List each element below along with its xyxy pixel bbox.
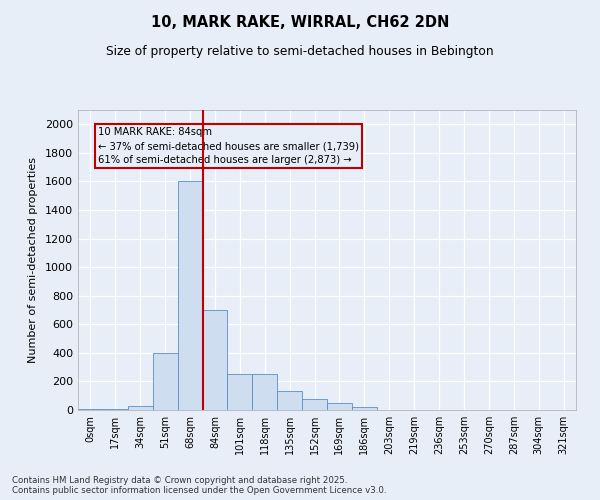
Bar	[103, 408, 128, 410]
Bar	[203, 310, 227, 410]
Bar	[128, 406, 153, 410]
Bar	[153, 353, 178, 410]
Text: Contains HM Land Registry data © Crown copyright and database right 2025.
Contai: Contains HM Land Registry data © Crown c…	[12, 476, 386, 495]
Bar	[227, 374, 253, 410]
Bar	[327, 403, 352, 410]
Text: 10, MARK RAKE, WIRRAL, CH62 2DN: 10, MARK RAKE, WIRRAL, CH62 2DN	[151, 15, 449, 30]
Bar	[253, 374, 277, 410]
Text: 10 MARK RAKE: 84sqm
← 37% of semi-detached houses are smaller (1,739)
61% of sem: 10 MARK RAKE: 84sqm ← 37% of semi-detach…	[98, 127, 359, 165]
Bar	[352, 407, 377, 410]
Y-axis label: Number of semi-detached properties: Number of semi-detached properties	[28, 157, 38, 363]
Bar	[277, 392, 302, 410]
Text: Size of property relative to semi-detached houses in Bebington: Size of property relative to semi-detach…	[106, 45, 494, 58]
Bar	[178, 182, 203, 410]
Bar	[302, 398, 327, 410]
